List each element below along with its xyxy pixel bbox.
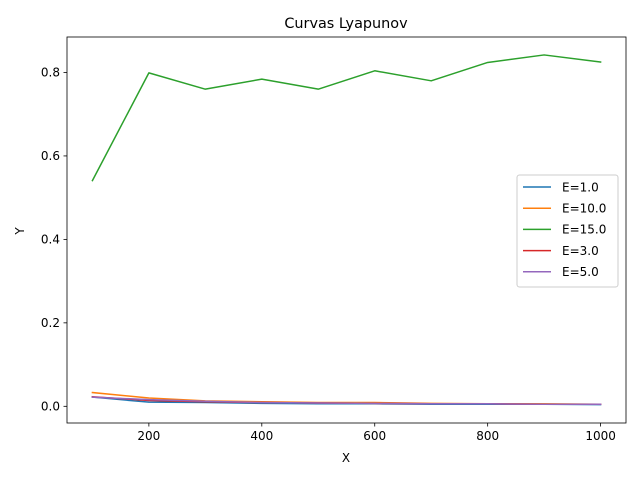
x-tick-label: 600	[363, 429, 386, 443]
legend-label: E=3.0	[562, 244, 599, 258]
axes-frame	[66, 36, 627, 424]
legend-label: E=10.0	[562, 202, 606, 216]
chart-title: Curvas Lyapunov	[284, 16, 408, 32]
legend: E=1.0 E=10.0 E=15.0 E=3.0 E=5.0	[516, 174, 619, 288]
x-tick-label: 800	[476, 429, 499, 443]
x-tick-label: 400	[250, 429, 273, 443]
x-axis-label: X	[342, 451, 350, 465]
y-tick-label: 0.2	[41, 316, 60, 330]
y-tick-label: 0.8	[41, 66, 60, 80]
legend-label: E=15.0	[562, 223, 606, 237]
y-tick-label: 0.0	[41, 400, 60, 414]
series-line-e-15-0	[91, 54, 602, 182]
x-tick-label: 1000	[585, 429, 616, 443]
y-axis-label: Y	[13, 227, 27, 236]
legend-label: E=5.0	[562, 265, 599, 279]
legend-box	[516, 174, 619, 288]
y-tick-label: 0.6	[41, 149, 60, 163]
plot-area: 200 400 600 800 1000 0.0 0.2 0.4 0.6 0.8	[41, 36, 627, 443]
x-tick-label: 200	[137, 429, 160, 443]
y-tick-label: 0.4	[41, 233, 60, 247]
series-line-e-5-0	[91, 396, 602, 405]
legend-label: E=1.0	[562, 180, 599, 194]
